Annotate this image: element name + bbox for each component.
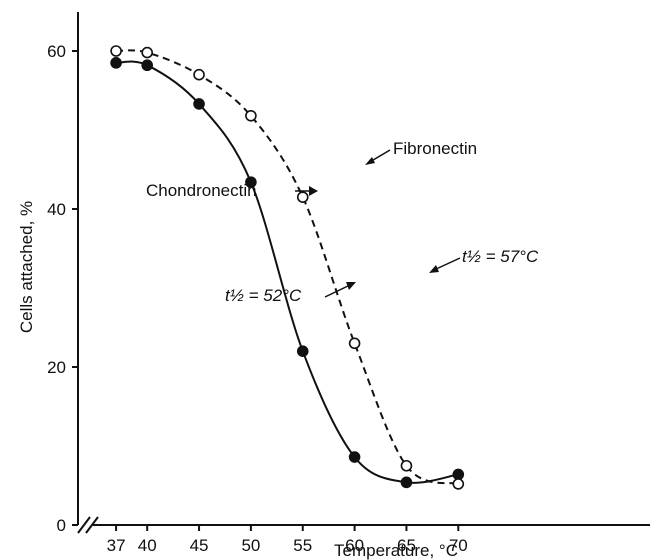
- x-tick-label: 65: [397, 536, 416, 555]
- legend-label-chondronectin: Chondronectin: [146, 181, 257, 200]
- annotation-arrowhead: [365, 157, 375, 165]
- data-point-fibronectin: [400, 459, 413, 472]
- y-tick-label: 20: [47, 358, 66, 377]
- data-point-chondronectin: [110, 57, 122, 69]
- data-point-chondronectin: [452, 468, 465, 481]
- annotation-arrowhead: [346, 282, 356, 290]
- series-lines: [116, 49, 459, 485]
- x-tick-label: 50: [241, 536, 260, 555]
- x-tick-label: 70: [449, 536, 468, 555]
- y-tick-label: 0: [57, 516, 66, 535]
- x-tick-label: 45: [190, 536, 209, 555]
- y-axis-title: Cells attached, %: [17, 201, 36, 333]
- data-point-fibronectin: [245, 109, 257, 122]
- data-point-fibronectin: [348, 337, 361, 350]
- half-life-label-chondronectin: t½ = 52°C: [225, 286, 302, 305]
- axis-break-mark: [85, 516, 99, 534]
- data-point-chondronectin: [245, 176, 257, 188]
- data-point-fibronectin: [193, 68, 205, 81]
- markers: [110, 45, 465, 490]
- annotation-arrowhead: [429, 265, 439, 273]
- axis-break-mark: [77, 516, 91, 534]
- x-tick-label: 55: [293, 536, 312, 555]
- y-tick-label: 60: [47, 42, 66, 61]
- x-tick-label: 60: [345, 536, 364, 555]
- axes: [77, 12, 650, 534]
- x-tick-label: 37: [107, 536, 126, 555]
- data-point-chondronectin: [296, 345, 309, 358]
- x-tick-label: 40: [138, 536, 157, 555]
- data-point-chondronectin: [193, 98, 205, 110]
- data-point-fibronectin: [141, 46, 153, 59]
- ticks: 37 40 45 50 55 60 65 70 0 20 40 60: [47, 42, 468, 555]
- legend-label-fibronectin: Fibronectin: [393, 139, 477, 158]
- data-point-fibronectin: [110, 45, 122, 57]
- annotation-arrowhead: [309, 186, 318, 196]
- annotation-arrow-half-life-fibronectin: [433, 257, 461, 271]
- data-point-chondronectin: [141, 59, 153, 72]
- data-point-chondronectin: [348, 451, 361, 463]
- y-tick-label: 40: [47, 200, 66, 219]
- x-axis-title: Temperature, °C: [334, 541, 458, 560]
- annotation-arrow-half-life-chondronectin: [324, 284, 351, 298]
- data-point-chondronectin: [400, 476, 413, 489]
- series-line-chondronectin: [116, 60, 459, 484]
- data-point-fibronectin: [296, 191, 309, 203]
- half-life-label-fibronectin: t½ = 57°C: [462, 247, 539, 266]
- data-point-fibronectin: [452, 478, 465, 490]
- series-line-fibronectin: [116, 49, 459, 485]
